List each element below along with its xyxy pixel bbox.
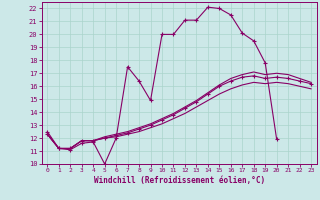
X-axis label: Windchill (Refroidissement éolien,°C): Windchill (Refroidissement éolien,°C) [94,176,265,185]
